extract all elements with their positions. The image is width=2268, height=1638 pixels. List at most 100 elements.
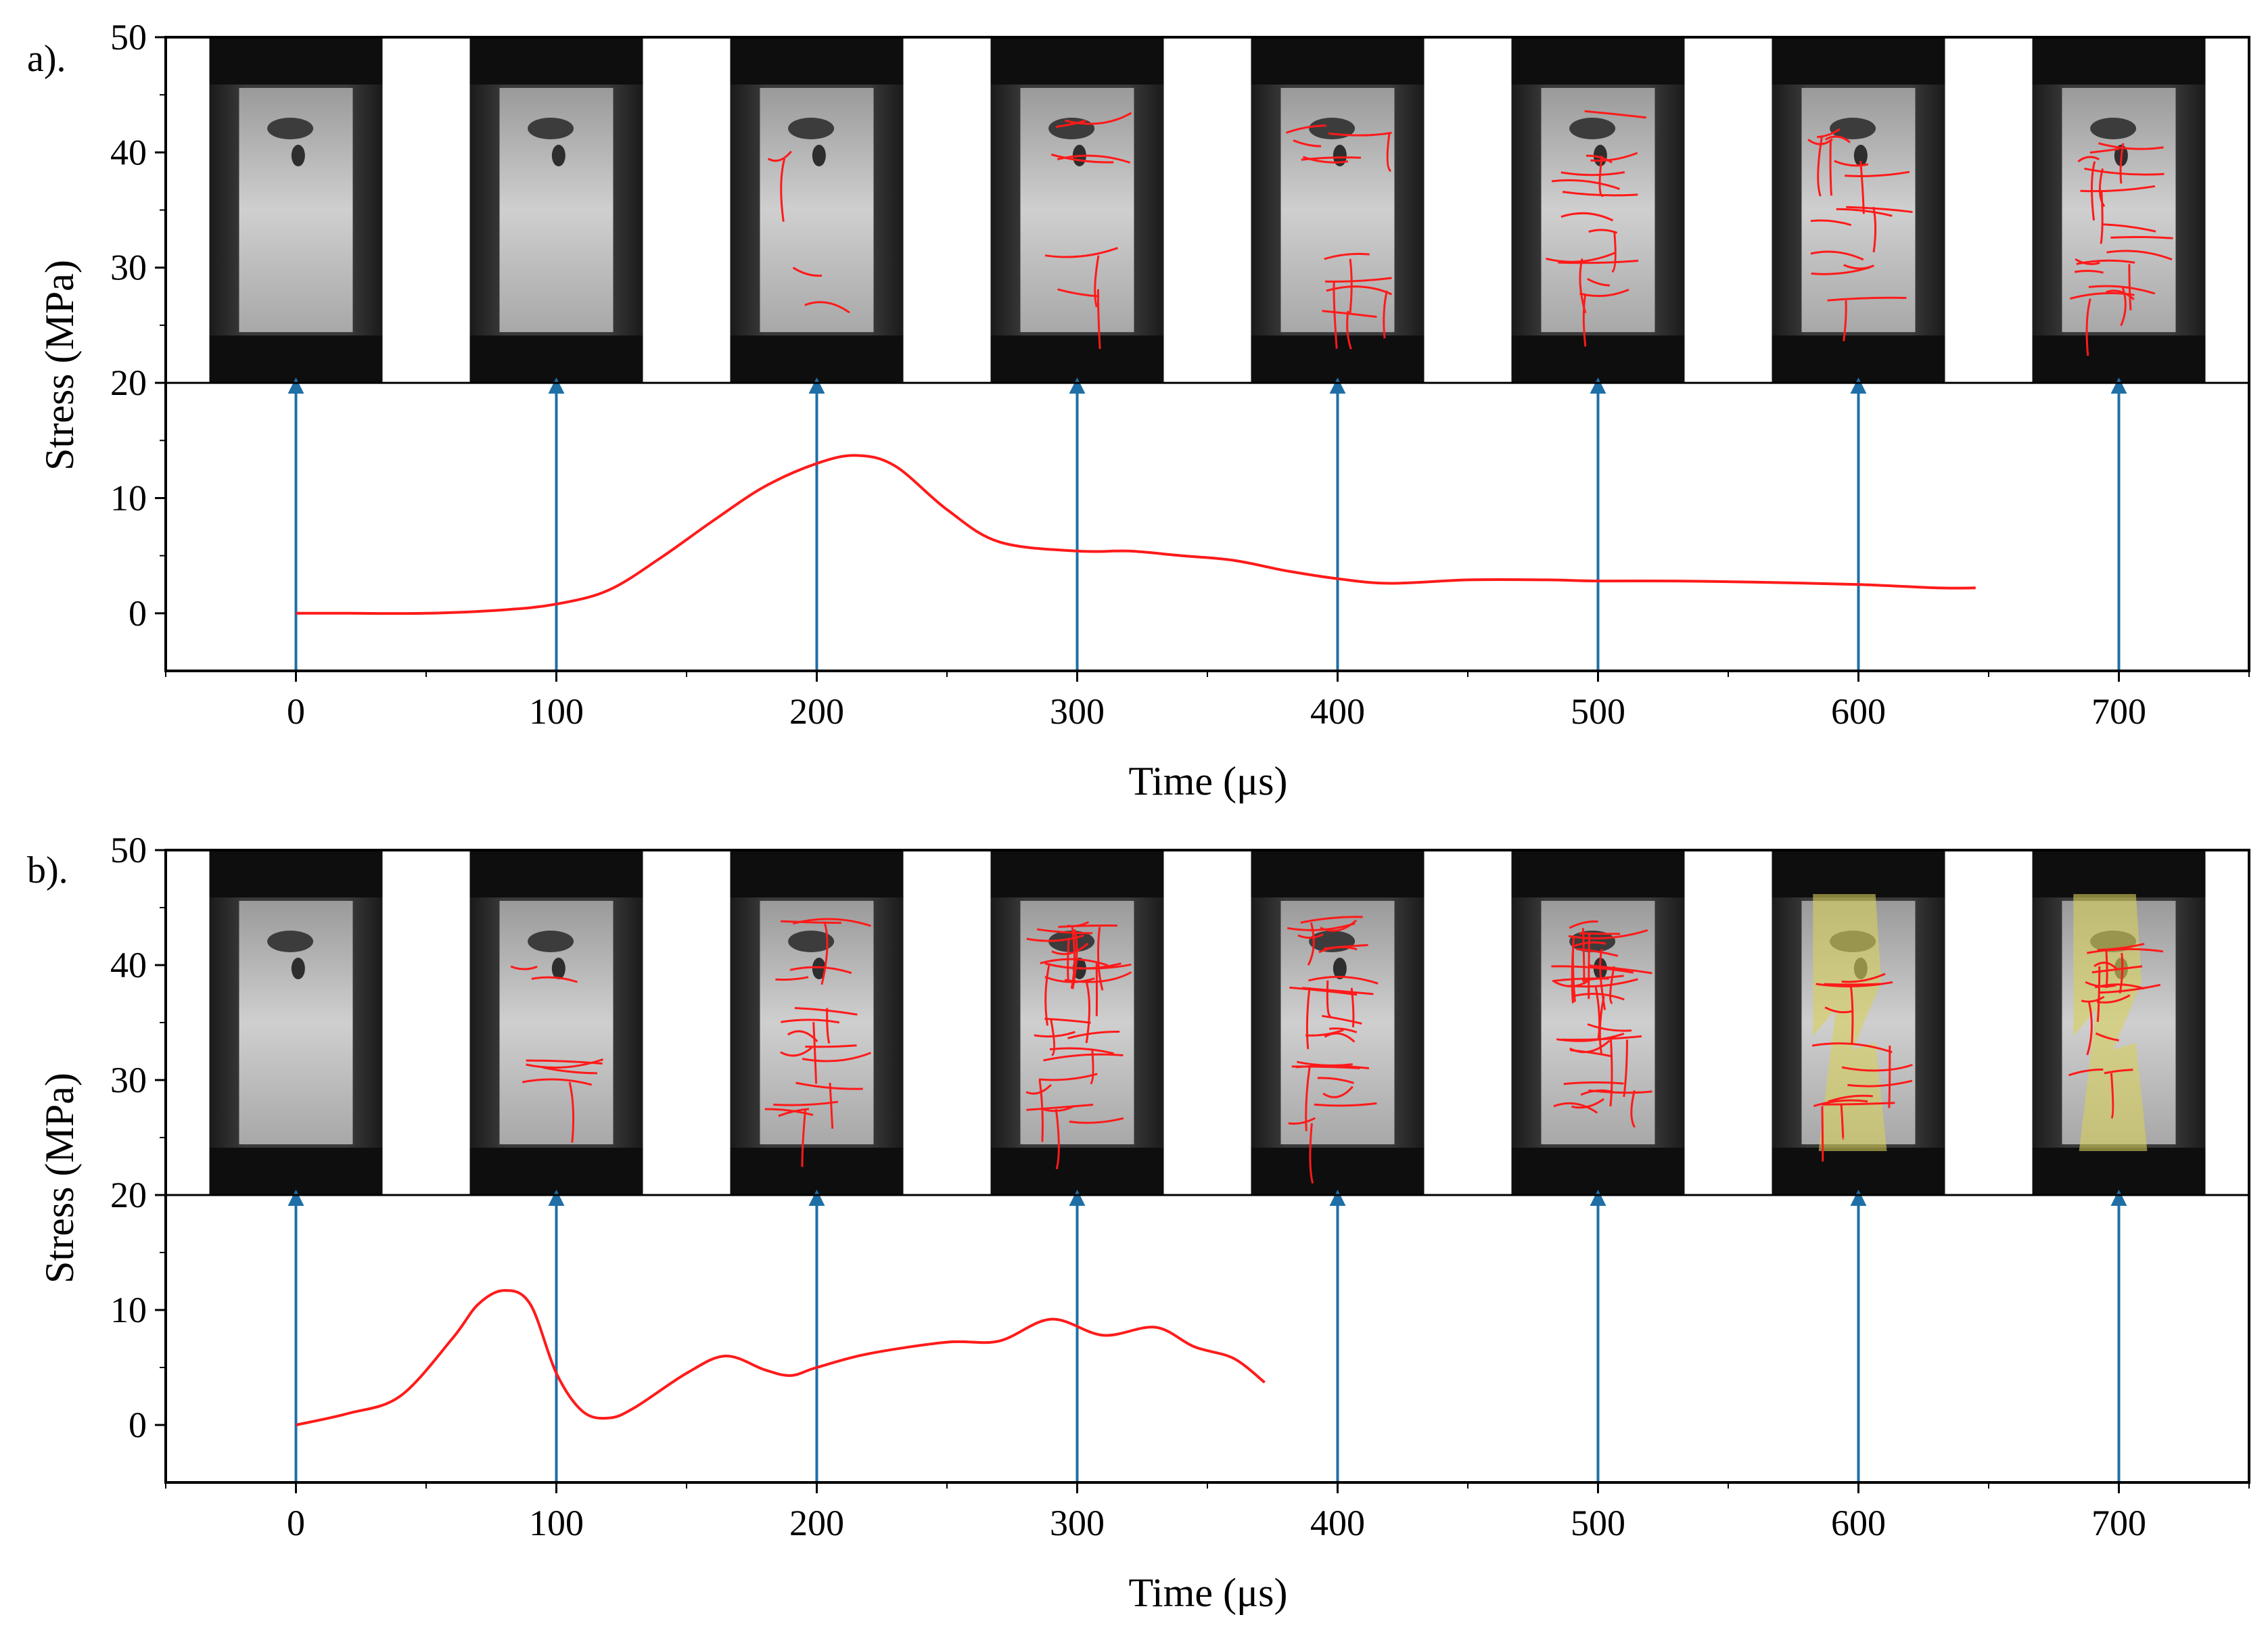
crack-mark [1043,1053,1124,1062]
crack-mark [1822,1102,1895,1106]
panel-a: a). Stress (MPa) Time (μs) 0 100 200 300 400… [27,17,2250,803]
crack-mark [2085,298,2091,356]
x-tick-label: 500 [1571,1503,1625,1543]
crack-mark [1586,154,1613,164]
crack-mark [1843,264,1875,270]
crack-mark [781,1019,840,1024]
crack-mark [1322,1085,1353,1098]
crack-mark [781,920,841,925]
axes: 0 100 200 300 400 500 600 700 0 10 20 30 40 50 [110,830,2250,1543]
crack-mark [2096,994,2131,1004]
crack-mark [510,965,538,970]
crack-mark [526,1058,604,1069]
crack-mark [1044,976,1095,983]
crack-mark [1572,993,1625,1001]
x-tick-label: 600 [1831,1503,1886,1543]
crack-mark [531,976,578,983]
crack-mark [1288,1117,1316,1125]
crack-mark [773,1100,839,1106]
crack-mark [526,1059,603,1065]
crack-mark [1576,947,1619,957]
crack-mark [1599,948,1606,1010]
crack-mark [2104,1069,2133,1075]
frame-image [990,850,1164,1195]
crack-mark [1609,1039,1613,1106]
crack-mark [1307,922,1315,966]
crack-mark [764,1108,814,1117]
crack-mark [2080,185,2156,193]
crack-mark [2106,250,2173,261]
arrows [287,377,2127,671]
crack-mark [2128,264,2132,310]
crack-mark [1322,310,1377,319]
crack-mark [1325,277,1392,283]
y-axis-title: Stress (MPa) [37,1073,82,1284]
crack-mark [1058,925,1117,929]
crack-mark [1326,980,1332,1017]
crack-mark [1817,137,1823,197]
y-tick-label: 40 [110,945,147,985]
crack-mark [2093,961,2119,970]
crack-mark [1040,958,1109,966]
frame-image [469,850,643,1195]
crack-mark [1817,128,1841,139]
frame-image [1511,37,1685,383]
image-strip [209,850,2206,1195]
crack-mark [1329,1027,1358,1033]
crack-mark [1096,927,1104,991]
crack-mark [568,1081,575,1143]
crack-mark [1317,1077,1354,1084]
crack-mark [1587,277,1610,287]
crack-mark [1038,1079,1044,1142]
x-tick-label: 100 [529,1503,584,1543]
crack-mark [1846,206,1913,213]
crack-mark [1328,131,1392,137]
crack-mark [1094,255,1100,308]
crack-mark [1569,920,1598,929]
y-tick-label: 40 [110,132,147,172]
frame-image [2032,37,2206,383]
panel-label: b). [27,849,68,891]
x-tick-label: 700 [2091,1503,2146,1543]
x-tick-label: 300 [1050,1503,1105,1543]
crack-mark [2110,1073,2114,1119]
y-tick-label: 50 [110,830,147,870]
y-tick-label: 10 [110,477,147,518]
crack-mark [1828,1094,1873,1103]
crack-mark [1581,975,1624,982]
frame-image [1251,850,1425,1195]
crack-mark [542,1066,598,1075]
crack-mark [1589,964,1652,975]
crack-mark [2091,965,2143,974]
y-tick-label: 30 [110,248,147,288]
crack-mark [1815,981,1893,987]
crack-mark [1579,288,1629,298]
crack-mark [1829,139,1832,196]
frame-image [1511,850,1685,1195]
crack-mark [1580,1089,1614,1096]
x-tick-label: 0 [287,691,305,732]
crack-mark [1291,1065,1360,1069]
crack-mark [1571,946,1575,1004]
crack-mark [1551,179,1620,190]
crack-mark [1285,124,1327,134]
crack-mark [1825,135,1851,143]
crack-mark [1051,942,1089,956]
crack-mark [1553,1102,1598,1114]
crack-mark [1324,1032,1356,1043]
frame-image [1772,850,1945,1195]
y-tick-label: 10 [110,1290,147,1330]
crack-mark [1568,929,1648,939]
crack-mark [2105,950,2108,989]
crack-mark [792,266,823,277]
crack-mark [1824,983,1882,986]
crack-mark [1057,288,1100,298]
crack-mark [1571,1098,1604,1109]
crack-mark [2119,143,2125,184]
crack-mark [2097,943,2145,952]
crack-mark [1630,1090,1636,1128]
y-tick-label: 0 [129,1405,147,1445]
curve-group [296,1289,1266,1426]
crack-mark [1821,1106,1824,1162]
crack-mark [1049,1047,1114,1055]
